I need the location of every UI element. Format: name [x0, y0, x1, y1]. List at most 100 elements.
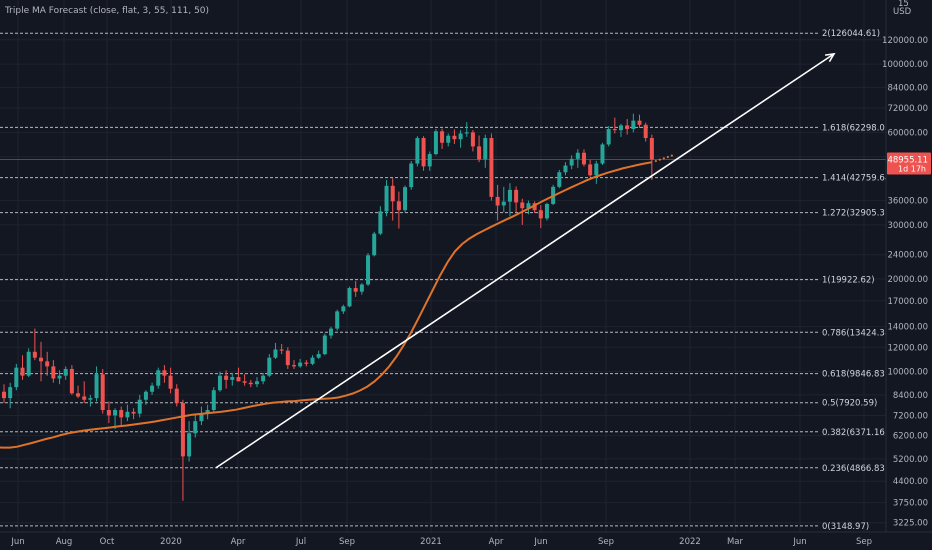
candle[interactable] — [310, 355, 315, 366]
candle[interactable] — [446, 133, 451, 147]
candle[interactable] — [637, 114, 642, 128]
candle[interactable] — [341, 304, 346, 314]
candle[interactable] — [390, 178, 395, 221]
candle[interactable] — [316, 350, 321, 359]
candle[interactable] — [242, 374, 247, 386]
candle[interactable] — [69, 365, 74, 395]
candle[interactable] — [532, 201, 537, 213]
candle[interactable] — [403, 185, 408, 213]
currency-label[interactable]: USD — [893, 7, 912, 17]
candle[interactable] — [211, 387, 216, 412]
candle[interactable] — [51, 360, 56, 383]
candle[interactable] — [205, 404, 210, 420]
candle[interactable] — [612, 117, 617, 134]
candle[interactable] — [193, 413, 198, 438]
candle[interactable] — [125, 404, 130, 422]
candle[interactable] — [32, 328, 37, 361]
candle[interactable] — [588, 159, 593, 177]
candle[interactable] — [236, 367, 241, 382]
candle[interactable] — [483, 134, 488, 168]
candle[interactable] — [2, 384, 6, 404]
candle[interactable] — [63, 366, 68, 380]
candle[interactable] — [631, 113, 636, 133]
candle[interactable] — [261, 372, 266, 385]
candle[interactable] — [544, 202, 549, 221]
candle[interactable] — [298, 358, 303, 368]
candle[interactable] — [526, 200, 531, 215]
candle[interactable] — [514, 186, 519, 213]
candle[interactable] — [372, 231, 377, 257]
candle[interactable] — [304, 360, 309, 367]
candle[interactable] — [452, 129, 457, 144]
candle[interactable] — [137, 394, 142, 418]
candle[interactable] — [291, 360, 296, 369]
candle[interactable] — [187, 421, 192, 462]
candle[interactable] — [8, 382, 13, 409]
candle[interactable] — [131, 408, 136, 420]
candle[interactable] — [421, 136, 426, 171]
candle[interactable] — [643, 122, 648, 142]
candle[interactable] — [224, 370, 229, 389]
candle[interactable] — [557, 169, 562, 189]
candle[interactable] — [606, 126, 611, 147]
trendline[interactable] — [215, 53, 835, 469]
candle[interactable] — [82, 381, 87, 404]
candle[interactable] — [575, 149, 580, 168]
price-axis[interactable]: 120000.00 100000.00 84000.00 72000.00 60000.… — [882, 0, 932, 532]
candle[interactable] — [248, 379, 253, 388]
candle[interactable] — [45, 351, 50, 376]
candle[interactable] — [168, 367, 173, 394]
candle[interactable] — [594, 160, 599, 184]
candle[interactable] — [14, 363, 19, 391]
candle[interactable] — [600, 142, 605, 165]
candle[interactable] — [366, 253, 371, 286]
candle[interactable] — [150, 382, 155, 395]
candle[interactable] — [174, 384, 179, 407]
time-axis[interactable]: Jun Aug Oct 2020 Apr Jul Sep 2021 Apr Jun Sep 2022 M… — [0, 531, 932, 550]
candle[interactable] — [569, 155, 574, 170]
candle[interactable] — [619, 123, 623, 137]
candle[interactable] — [143, 390, 148, 405]
fibonacci-extension[interactable]: 2(126044.61) 1.618(62298.03) 1.414(42759.6… — [0, 29, 894, 532]
trendline-drawing[interactable] — [215, 52, 836, 469]
candle[interactable] — [20, 355, 25, 380]
candle[interactable] — [581, 149, 586, 167]
candle[interactable] — [409, 161, 414, 190]
candle[interactable] — [649, 134, 654, 180]
candle[interactable] — [477, 135, 482, 163]
candle[interactable] — [495, 184, 500, 221]
candle[interactable] — [378, 206, 383, 236]
candle[interactable] — [199, 406, 204, 426]
candle[interactable] — [217, 371, 222, 392]
candle[interactable] — [427, 151, 432, 171]
indicator-title[interactable]: Triple MA Forecast (close, flat, 3, 55, … — [4, 6, 209, 16]
candle[interactable] — [254, 377, 259, 388]
candle[interactable] — [489, 133, 494, 201]
candle[interactable] — [26, 348, 31, 378]
candle[interactable] — [285, 347, 290, 369]
candle[interactable] — [230, 372, 235, 386]
candle[interactable] — [396, 191, 401, 229]
candle[interactable] — [39, 341, 44, 382]
candle[interactable] — [440, 128, 445, 149]
candle[interactable] — [94, 366, 99, 402]
candle[interactable] — [162, 365, 167, 383]
candle[interactable] — [273, 342, 278, 359]
candle[interactable] — [507, 183, 512, 217]
candle[interactable] — [57, 370, 62, 385]
candle[interactable] — [335, 309, 340, 331]
candle[interactable] — [464, 122, 469, 137]
candle[interactable] — [267, 354, 272, 378]
candle[interactable] — [458, 130, 463, 148]
candle[interactable] — [384, 179, 389, 217]
candle[interactable] — [119, 406, 124, 428]
candle[interactable] — [470, 130, 475, 152]
candle[interactable] — [76, 385, 81, 399]
candle[interactable] — [625, 119, 630, 135]
candle[interactable] — [113, 408, 118, 430]
candle[interactable] — [415, 136, 420, 167]
candle[interactable] — [359, 283, 364, 295]
candle[interactable] — [106, 401, 111, 424]
candle[interactable] — [347, 286, 352, 308]
